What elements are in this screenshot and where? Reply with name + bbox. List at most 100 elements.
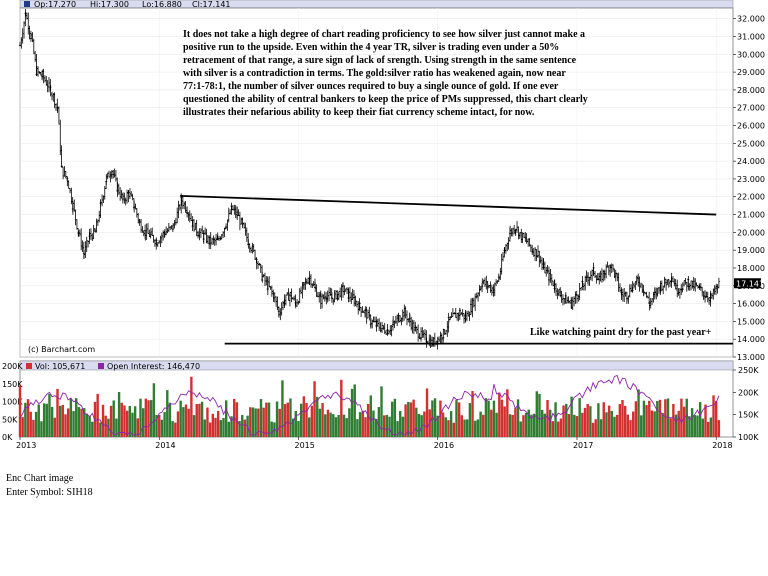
volume-bar [377,407,381,437]
volume-bar [698,402,702,437]
price-tick-label: 31.000 [737,32,765,41]
volume-bar [393,398,397,437]
volume-bar [433,398,437,437]
volume-bar [182,407,185,437]
volume-bar [715,401,718,437]
annotation-line-5: 77:1-78:1, the number of silver ounces r… [183,81,559,92]
volume-bar [158,414,161,437]
volume-bar [557,421,560,437]
volume-bar [650,410,654,437]
volume-bar [136,418,140,437]
volume-bar [184,404,188,437]
volume-bar [680,398,683,437]
time-tick-label: 2017 [573,441,593,450]
volume-bar [455,400,458,437]
volume-bar [75,398,78,437]
volume-bar [32,419,35,437]
volume-bar [310,405,314,437]
volume-bar [313,381,316,437]
volume-bar [385,414,389,437]
volume-bar [565,403,568,437]
volume-bar [80,408,83,437]
symbol-label: Enter Symbol: SIH18 [6,487,93,498]
volume-bar [479,411,482,437]
volume-bar [329,412,332,437]
volume-bar [291,418,295,437]
time-tick-label: 2013 [16,441,36,450]
volume-bar [26,399,30,437]
volume-bar [337,414,340,437]
volume-bar [677,410,680,437]
annotation-line-1: It does not take a high degree of chart … [183,29,585,40]
volume-bar [396,421,399,437]
volume-bar [176,411,180,437]
price-grid [19,8,733,358]
volume-bar [634,401,638,437]
volume-bar [632,411,635,437]
volume-bar [693,415,696,437]
volume-bar [380,386,383,437]
volume-bar [706,421,710,437]
volume-bar [704,404,707,437]
volume-bar [58,405,62,437]
volume-bar [511,414,514,437]
price-tick-label: 26.000 [737,122,765,131]
volume-bar [508,414,512,437]
volume-bar [230,416,233,437]
volume-bar [99,422,102,437]
volume-bar [345,418,348,437]
volume-bar [283,404,287,437]
price-tick-label: 16.000 [737,300,765,309]
volume-bar [417,413,421,437]
volume-bar [540,409,544,437]
volume-bar [72,411,75,437]
volume-bar [527,409,530,437]
volume-bar [495,412,498,437]
volume-bars [18,376,721,437]
volume-bar [348,408,351,437]
volume-bar [353,384,356,437]
volume-bar [29,411,32,437]
volume-bar [696,415,699,437]
last-price-marker: 17.141 [734,278,764,289]
price-tick-label: 24.000 [737,157,765,166]
price-tick-label: 20.000 [737,228,765,237]
volume-bar [613,416,616,437]
volume-bar [463,419,466,437]
volume-bar [487,400,490,437]
volume-bar [506,389,509,437]
annotation-line-7: illustrates their nefarious ability to k… [183,107,535,118]
volume-bar [522,415,525,437]
volume-bar [554,402,557,437]
volume-bar [112,400,115,437]
volume-bar [674,414,678,437]
volume-axes: 0K 50K 100K 150K 200K 100K 150K 200K 250K [2,362,759,442]
volume-bar [152,383,156,437]
volume-right-tick-label: 150K [738,411,759,420]
volume-bar [682,406,686,437]
volume-bar [259,399,263,437]
resistance-trendline [180,194,717,216]
volume-bar [141,408,145,437]
volume-bar [388,416,391,437]
volume-bar [163,412,166,437]
last-price-label: 17.141 [736,279,764,288]
volume-bar [492,400,496,437]
volume-bar [109,405,113,437]
volume-bar [120,402,123,437]
ohlc-close: Cl:17.141 [192,0,231,9]
volume-bar [200,401,204,437]
volume-bar [155,414,158,437]
volume-right-tick-label: 200K [738,388,759,397]
volume-bar [690,408,694,437]
volume-bar [444,417,447,437]
volume-bar [615,414,619,437]
volume-bar [465,419,469,437]
volume-bar [289,398,292,437]
volume-bar [211,413,214,437]
volume-bar [548,409,552,437]
price-tick-label: 27.000 [737,104,765,113]
volume-bar [85,413,89,437]
volume-bar [559,418,563,437]
volume-bar [401,416,405,437]
